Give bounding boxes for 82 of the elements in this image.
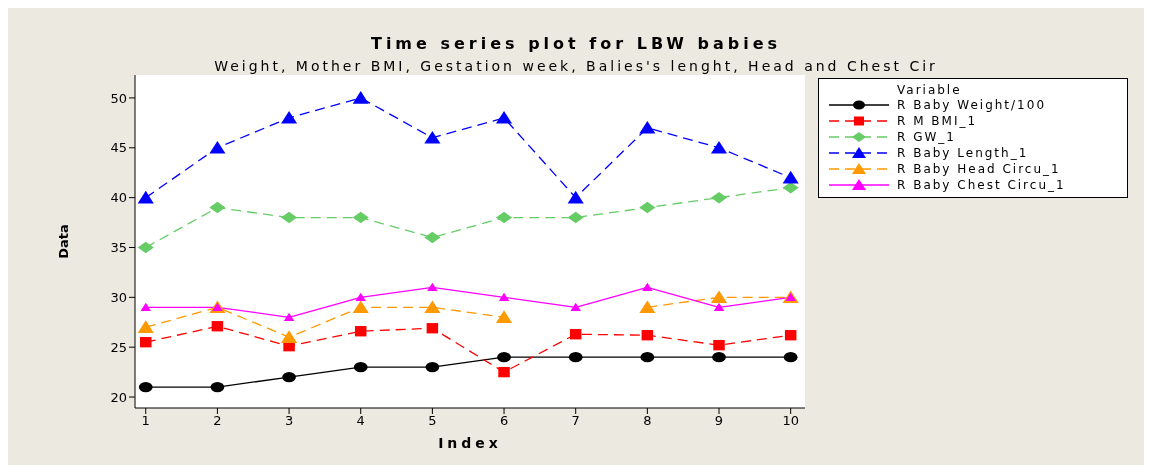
x-tick-label: 4	[356, 413, 365, 429]
point	[640, 351, 655, 363]
x-tick-label: 1	[141, 413, 150, 429]
point	[497, 351, 511, 363]
x-tick-label: 2	[213, 413, 222, 429]
point	[710, 290, 728, 304]
y-tick-label: 50	[110, 90, 127, 106]
y-axis-title: Data	[55, 224, 71, 259]
y-tick-label: 45	[110, 140, 127, 156]
point	[352, 91, 369, 104]
point	[424, 130, 441, 144]
point	[712, 351, 726, 363]
point	[137, 320, 154, 333]
chart-subtitle: Weight, Mother BMI, Gestation week, Balies's lenght, Head and Chest Cir	[213, 58, 939, 74]
point	[283, 312, 295, 322]
chart-title: Time series plot for LBW babies	[369, 34, 782, 53]
point	[140, 337, 152, 348]
legend-label: R Baby Weight/100	[897, 98, 1047, 112]
x-tick-label: 6	[499, 413, 509, 429]
x-tick-label: 5	[428, 413, 437, 429]
point	[281, 211, 298, 224]
point	[137, 190, 154, 204]
legend-label: R Baby Length_1	[897, 146, 1029, 160]
point	[642, 282, 653, 292]
point	[352, 300, 369, 314]
point	[567, 190, 584, 204]
point	[355, 292, 366, 302]
legend-label: R M BMI_1	[897, 114, 978, 128]
point	[210, 381, 225, 393]
point	[209, 201, 226, 214]
point	[495, 310, 513, 324]
x-tick-label: 7	[571, 413, 580, 429]
x-axis-title: Index	[438, 435, 502, 451]
point	[140, 302, 151, 312]
point	[424, 300, 441, 314]
y-tick-label: 30	[110, 289, 127, 305]
point	[495, 110, 513, 124]
legend-title: Variable	[896, 83, 963, 97]
y-tick-label: 35	[110, 240, 127, 256]
x-tick-label: 8	[643, 413, 652, 429]
point	[782, 170, 799, 184]
legend-label: R Baby Head Circu_1	[897, 162, 1061, 176]
y-tick-label: 40	[110, 190, 127, 206]
point	[282, 371, 296, 383]
point	[639, 120, 656, 134]
legend-label: R Baby Chest Circu_1	[897, 178, 1066, 192]
x-tick-label: 10	[782, 413, 799, 429]
y-tick-label: 25	[110, 339, 127, 355]
point	[281, 330, 298, 343]
point	[354, 326, 367, 337]
point	[424, 231, 441, 244]
point	[784, 330, 797, 341]
point	[498, 366, 510, 378]
point	[425, 361, 440, 373]
point	[641, 330, 654, 341]
point	[783, 351, 798, 363]
point	[569, 329, 582, 340]
point	[567, 211, 584, 224]
point	[281, 110, 298, 124]
point	[713, 302, 725, 312]
point	[352, 211, 369, 224]
point	[713, 340, 725, 351]
point	[498, 292, 510, 302]
point	[782, 181, 799, 194]
point	[209, 140, 226, 154]
point	[138, 381, 153, 393]
x-tick-label: 3	[284, 413, 294, 429]
point	[639, 201, 656, 214]
y-tick-label: 20	[110, 389, 127, 405]
legend-label: R GW_1	[897, 130, 956, 144]
point	[137, 241, 154, 254]
point	[570, 302, 581, 312]
x-tick-label: 9	[714, 413, 724, 429]
point	[427, 282, 438, 292]
point	[568, 351, 583, 363]
point	[710, 191, 728, 204]
point	[353, 361, 368, 373]
point	[426, 323, 439, 334]
point	[639, 300, 656, 314]
point	[495, 211, 513, 224]
point	[710, 140, 728, 154]
point	[211, 321, 224, 332]
